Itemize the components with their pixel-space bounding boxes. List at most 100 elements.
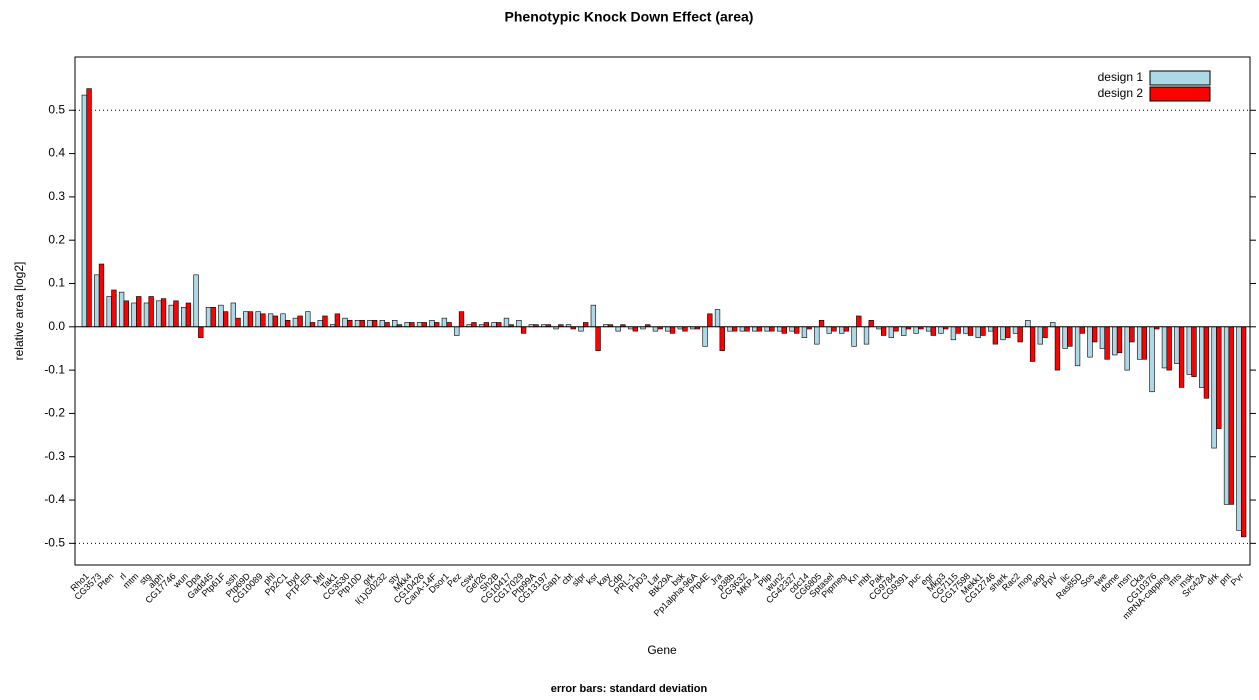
bar — [938, 326, 944, 334]
bar — [247, 311, 254, 328]
bar — [421, 322, 427, 328]
bar — [1149, 326, 1155, 393]
bar — [106, 296, 112, 328]
bar — [727, 326, 733, 332]
legend-label: design 2 — [1098, 86, 1144, 100]
bar — [1104, 326, 1110, 360]
bar — [222, 311, 229, 328]
bar — [1203, 326, 1210, 399]
bar — [839, 326, 845, 334]
bar — [826, 326, 832, 334]
bar — [801, 326, 808, 338]
bar — [1136, 326, 1143, 360]
bar — [789, 326, 795, 332]
y-tick-label: -0.5 — [44, 536, 65, 550]
bar — [1178, 326, 1185, 388]
bar — [1124, 326, 1130, 371]
bar — [434, 322, 440, 328]
bar — [156, 300, 162, 328]
bar — [652, 326, 659, 332]
bar — [173, 300, 179, 328]
bar — [1216, 326, 1222, 429]
bar — [992, 326, 999, 345]
y-tick-label: 0.0 — [48, 319, 65, 333]
bar — [292, 317, 299, 328]
y-tick-label: 0.1 — [48, 276, 65, 290]
bar — [714, 309, 721, 328]
bar — [930, 326, 936, 336]
bar — [168, 304, 174, 328]
bar — [416, 322, 423, 328]
bar — [272, 315, 278, 328]
legend-swatch — [1149, 70, 1211, 86]
y-tick-label: -0.4 — [44, 492, 65, 506]
bar — [230, 302, 236, 328]
bar — [520, 326, 527, 334]
bar — [483, 322, 490, 328]
bar — [1116, 326, 1123, 354]
bar — [1092, 326, 1098, 343]
bar — [880, 326, 887, 336]
bar — [1236, 326, 1242, 531]
bar — [682, 326, 688, 332]
bar — [160, 298, 167, 328]
bar — [446, 322, 452, 328]
bar — [454, 326, 460, 336]
y-tick-label: -0.1 — [44, 362, 65, 376]
bar — [367, 320, 373, 328]
bar — [901, 326, 907, 336]
bar — [665, 326, 671, 332]
bar — [1166, 326, 1172, 371]
bar — [359, 320, 365, 328]
y-axis-label: relative area [log2] — [12, 262, 26, 361]
bar — [280, 313, 286, 328]
bar — [1211, 326, 1217, 449]
bar — [118, 291, 125, 328]
bar — [1112, 326, 1118, 356]
bar — [305, 311, 311, 328]
bar — [458, 311, 465, 328]
bar — [756, 326, 763, 332]
bar — [81, 94, 88, 328]
bar — [752, 326, 758, 332]
bar — [210, 307, 216, 328]
bar — [1129, 326, 1135, 343]
bar — [980, 326, 986, 336]
legend-swatch — [1149, 86, 1211, 102]
bar — [1067, 326, 1073, 347]
bar — [794, 326, 800, 334]
bar — [1037, 326, 1043, 345]
bar — [856, 315, 862, 328]
bar — [1042, 326, 1048, 338]
bar — [781, 326, 787, 334]
bar — [429, 320, 435, 328]
x-tick-label: Pvr — [1229, 571, 1246, 588]
bar — [769, 326, 775, 332]
bar — [851, 326, 857, 347]
y-tick-label: -0.3 — [44, 449, 65, 463]
bar — [1054, 326, 1061, 371]
bar — [987, 326, 994, 332]
bar — [379, 320, 385, 328]
bar — [1025, 320, 1031, 328]
y-tick-label: 0.2 — [48, 232, 65, 246]
bar — [94, 274, 100, 328]
bar — [267, 313, 274, 328]
bar — [384, 322, 390, 328]
bar — [863, 326, 870, 345]
bar — [1174, 326, 1180, 364]
bar — [516, 320, 522, 328]
y-tick-label: 0.3 — [48, 189, 65, 203]
bar — [1099, 326, 1106, 349]
bar — [1029, 326, 1036, 362]
bar — [975, 326, 981, 338]
bar — [503, 317, 510, 328]
bar — [334, 313, 341, 328]
bar — [888, 326, 894, 338]
bar — [831, 326, 837, 332]
bar — [260, 313, 266, 328]
bar — [1199, 326, 1205, 388]
bar — [1000, 326, 1006, 341]
bar — [1087, 326, 1093, 358]
y-tick-label: -0.2 — [44, 406, 65, 420]
